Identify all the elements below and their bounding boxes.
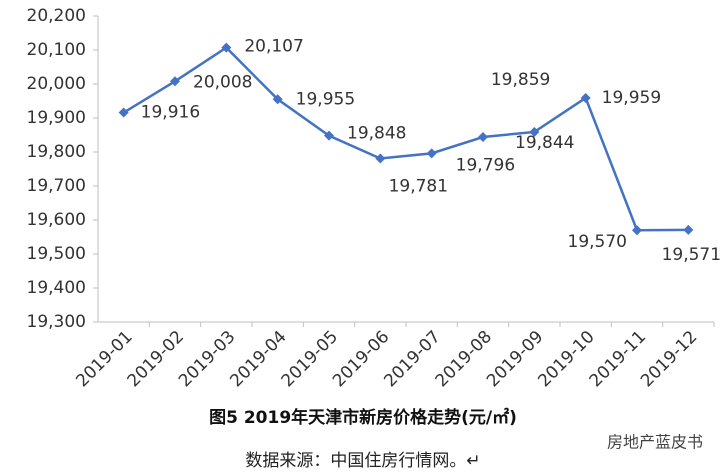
y-tick-label: 19,300	[27, 312, 86, 332]
marker	[426, 148, 437, 159]
data-label: 19,781	[389, 176, 448, 196]
y-tick-label: 20,200	[27, 6, 86, 26]
data-label: 19,955	[296, 89, 355, 109]
marker	[529, 126, 540, 137]
marker	[272, 94, 283, 105]
marker	[324, 130, 334, 141]
marker	[632, 225, 642, 236]
y-tick-label: 19,400	[27, 278, 86, 298]
watermark: 房地产蓝皮书	[607, 433, 703, 452]
marker	[375, 153, 386, 164]
marker	[580, 92, 591, 103]
y-tick-label: 19,900	[27, 108, 86, 128]
y-tick-label: 19,800	[27, 142, 86, 162]
marker	[683, 224, 694, 235]
y-tick-label: 19,500	[27, 244, 86, 264]
marker	[118, 107, 129, 118]
data-label: 19,959	[602, 88, 661, 108]
data-label: 19,859	[491, 70, 550, 90]
data-label: 19,848	[347, 124, 406, 144]
marker	[170, 76, 180, 87]
chart-title: 图5 2019年天津市新房价格走势(元/㎡)	[209, 407, 517, 428]
data-label: 19,571	[662, 245, 721, 265]
data-label: 19,844	[515, 133, 574, 153]
data-label: 20,008	[193, 72, 252, 92]
y-tick-label: 19,600	[27, 210, 86, 230]
y-tick-label: 20,000	[27, 74, 86, 94]
marker	[478, 132, 488, 143]
line	[123, 46, 689, 232]
x-tick-label: 2019-12	[637, 327, 701, 391]
y-tick-label: 19,700	[27, 176, 86, 196]
y-tick-label: 20,100	[27, 40, 86, 60]
data-label: 20,107	[244, 37, 303, 57]
data-label: 19,796	[456, 155, 515, 175]
data-label: 19,570	[568, 232, 627, 252]
data-label: 19,916	[141, 103, 200, 123]
source-note: 数据来源：中国住房行情网。↵	[245, 451, 480, 471]
marker	[221, 42, 232, 53]
